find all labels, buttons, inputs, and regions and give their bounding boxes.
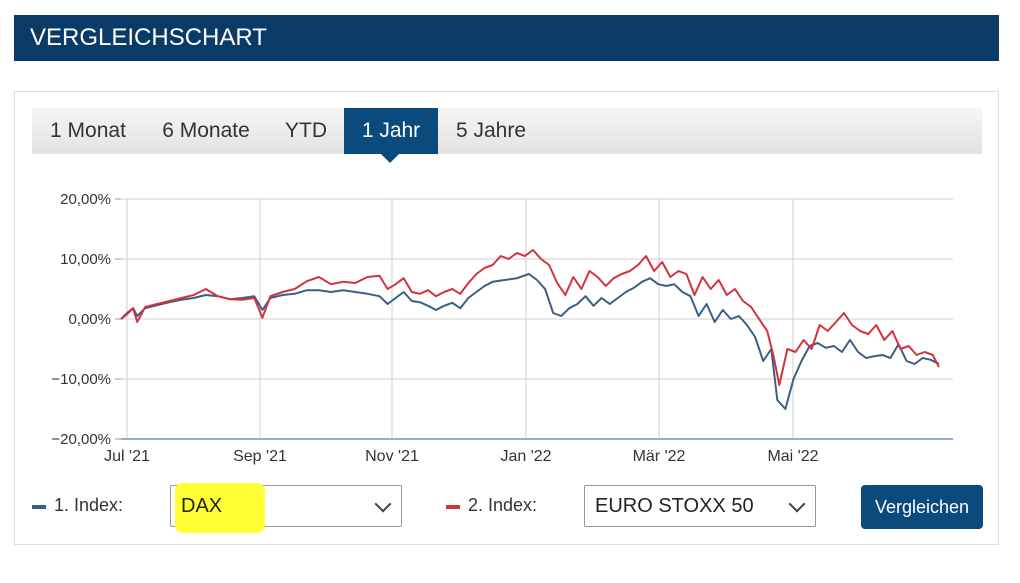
x-axis-tick-labels: Jul '21 Sep '21 Nov '21 Jan '22 Mär '22 Mai '… [104,448,819,465]
chart-panel: 1 Monat 6 Monate YTD 1 Jahr 5 Jahre 20,0… [14,91,999,545]
tab-6-monate[interactable]: 6 Monate [162,119,250,142]
x-tick-label: Mai '22 [767,448,818,465]
x-tick-label: Jan '22 [500,448,551,465]
y-tick-label: 20,00% [60,191,111,208]
highlight-marker [175,483,265,533]
index2-selected-value: EURO STOXX 50 [595,495,754,517]
active-tab-pointer [381,154,399,163]
series-lines [120,249,940,410]
y-tick-label: −20,00% [51,431,111,448]
index1-select[interactable]: DAX [170,483,402,533]
y-tick-label: −10,00% [51,371,111,388]
chevron-down-icon [374,495,392,513]
x-tick-label: Sep '21 [233,448,287,465]
legend-series2-marker [446,505,460,509]
tab-1-jahr[interactable]: 1 Jahr [344,108,438,154]
tab-ytd[interactable]: YTD [285,119,327,142]
x-tick-label: Mär '22 [633,448,686,465]
x-tick-label: Nov '21 [365,448,419,465]
series-line-2 [120,249,940,386]
comparison-line-chart: 20,00% 10,00% 0,00% −10,00% −20,00% Jul '21 S… [51,191,953,465]
tab-5-jahre[interactable]: 5 Jahre [455,119,527,142]
section-header: VERGLEICHSCHART [14,15,999,61]
compare-button[interactable]: Vergleichen [861,485,983,529]
y-tick-label: 0,00% [68,311,111,328]
chevron-down-icon [788,495,806,513]
series-line-1 [120,273,940,410]
y-axis-tick-labels: 20,00% 10,00% 0,00% −10,00% −20,00% [51,191,111,448]
period-tabbar: 1 Monat 6 Monate YTD 1 Jahr 5 Jahre [32,108,982,154]
index1-label: 1. Index: [54,495,124,515]
grid-lines [115,198,953,440]
index2-select[interactable]: EURO STOXX 50 [584,485,816,527]
x-tick-label: Jul '21 [104,448,150,465]
section-title: VERGLEICHSCHART [30,24,267,51]
index1-selected-value: DAX [181,495,223,517]
tab-1-monat[interactable]: 1 Monat [50,119,126,142]
legend-series1-marker [32,505,46,509]
index2-label: 2. Index: [468,495,538,515]
y-tick-label: 10,00% [60,251,111,268]
